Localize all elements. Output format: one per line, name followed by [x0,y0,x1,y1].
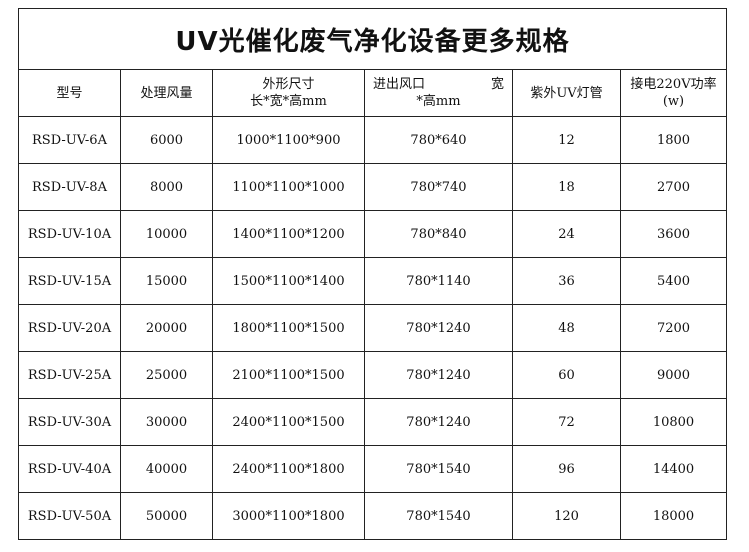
cell-uv: 96 [512,445,621,493]
table-row: RSD-UV-40A 40000 2400*1100*1800 780*1540… [18,445,727,493]
cell-airflow: 50000 [120,492,213,540]
cell-airflow: 25000 [120,351,213,399]
cell-power: 1800 [620,116,727,164]
cell-model: RSD-UV-6A [18,116,121,164]
cell-size: 2400*1100*1800 [212,445,365,493]
table-row: RSD-UV-8A 8000 1100*1100*1000 780*740 18… [18,163,727,211]
cell-airflow: 8000 [120,163,213,211]
table-row: RSD-UV-25A 25000 2100*1100*1500 780*1240… [18,351,727,399]
cell-airflow: 10000 [120,210,213,258]
cell-uv: 12 [512,116,621,164]
cell-model: RSD-UV-40A [18,445,121,493]
cell-model: RSD-UV-10A [18,210,121,258]
header-airflow: 处理风量 [120,69,213,117]
header-model: 型号 [18,69,121,117]
cell-port: 780*1240 [364,304,513,352]
cell-uv: 36 [512,257,621,305]
cell-uv: 48 [512,304,621,352]
cell-model: RSD-UV-20A [18,304,121,352]
cell-port: 780*1540 [364,492,513,540]
cell-port: 780*1240 [364,398,513,446]
header-size-line1: 外形尺寸 [262,77,315,92]
cell-size: 2400*1100*1500 [212,398,365,446]
cell-uv: 18 [512,163,621,211]
header-power: 接电220V功率 (w) [620,69,727,117]
cell-uv: 24 [512,210,621,258]
cell-size: 2100*1100*1500 [212,351,365,399]
cell-model: RSD-UV-25A [18,351,121,399]
cell-size: 3000*1100*1800 [212,492,365,540]
cell-power: 2700 [620,163,727,211]
cell-uv: 60 [512,351,621,399]
cell-port: 780*1240 [364,351,513,399]
table-row: RSD-UV-10A 10000 1400*1100*1200 780*840 … [18,210,727,258]
table-row: RSD-UV-6A 6000 1000*1100*900 780*640 12 … [18,116,727,164]
header-uv-tubes: 紫外UV灯管 [512,69,621,117]
cell-airflow: 15000 [120,257,213,305]
header-power-line2: (w) [662,94,685,109]
cell-airflow: 6000 [120,116,213,164]
cell-uv: 120 [512,492,621,540]
cell-size: 1000*1100*900 [212,116,365,164]
table-row: RSD-UV-15A 15000 1500*1100*1400 780*1140… [18,257,727,305]
cell-port: 780*1540 [364,445,513,493]
cell-power: 5400 [620,257,727,305]
table-title: UV光催化废气净化设备更多规格 [18,8,727,70]
cell-power: 7200 [620,304,727,352]
cell-port: 780*640 [364,116,513,164]
cell-model: RSD-UV-30A [18,398,121,446]
cell-model: RSD-UV-15A [18,257,121,305]
table-row: RSD-UV-30A 30000 2400*1100*1500 780*1240… [18,398,727,446]
cell-port: 780*840 [364,210,513,258]
cell-power: 10800 [620,398,727,446]
header-port-line1: 进出风口 宽 [366,76,512,93]
cell-airflow: 30000 [120,398,213,446]
header-size: 外形尺寸 长*宽*高mm [212,69,365,117]
cell-power: 9000 [620,351,727,399]
cell-airflow: 40000 [120,445,213,493]
spec-table: UV光催化废气净化设备更多规格 型号 处理风量 外形尺寸 长*宽*高mm 进出风… [18,8,727,540]
header-row: 型号 处理风量 外形尺寸 长*宽*高mm 进出风口 宽 *高mm 紫外UV灯管 … [18,69,727,117]
cell-size: 1400*1100*1200 [212,210,365,258]
cell-model: RSD-UV-50A [18,492,121,540]
cell-uv: 72 [512,398,621,446]
header-port-line1-right: 宽 [490,77,504,92]
table-row: RSD-UV-50A 50000 3000*1100*1800 780*1540… [18,492,727,540]
cell-model: RSD-UV-8A [18,163,121,211]
cell-size: 1800*1100*1500 [212,304,365,352]
table-row: RSD-UV-20A 20000 1800*1100*1500 780*1240… [18,304,727,352]
header-size-line2: 长*宽*高mm [250,94,327,109]
cell-port: 780*740 [364,163,513,211]
cell-airflow: 20000 [120,304,213,352]
cell-power: 3600 [620,210,727,258]
header-power-line1: 接电220V功率 [630,77,717,92]
cell-size: 1100*1100*1000 [212,163,365,211]
cell-power: 18000 [620,492,727,540]
cell-size: 1500*1100*1400 [212,257,365,305]
header-port-line1-left: 进出风口 [373,77,426,92]
header-port: 进出风口 宽 *高mm [364,69,513,117]
cell-power: 14400 [620,445,727,493]
cell-port: 780*1140 [364,257,513,305]
header-port-line2: *高mm [416,94,461,109]
